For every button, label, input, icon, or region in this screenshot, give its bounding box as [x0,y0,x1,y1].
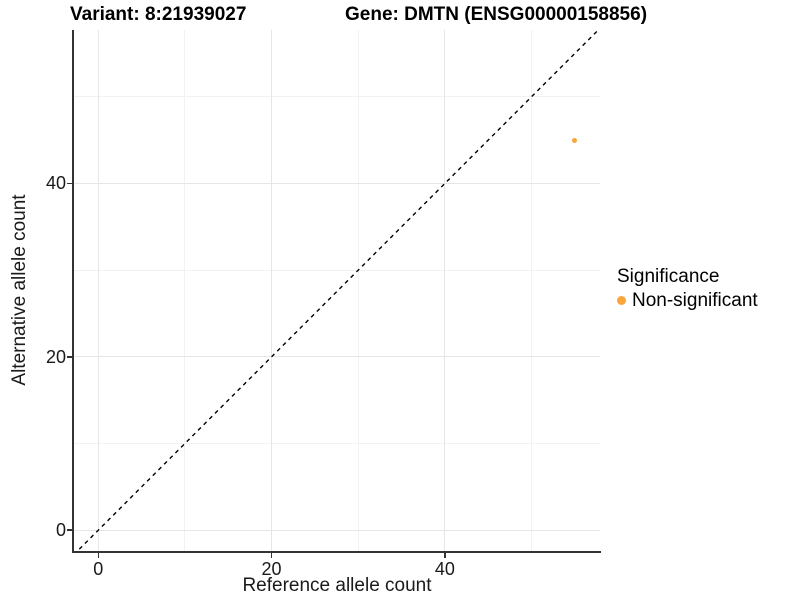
x-axis-tick-label: 0 [93,559,104,579]
gridline-minor-vertical [357,30,359,551]
gridline-minor-vertical [531,30,533,551]
x-axis-tick [97,553,99,558]
legend: Significance Non-significant [617,266,758,311]
data-point [572,137,578,143]
y-axis-line [72,30,74,553]
legend-item-label: Non-significant [632,290,758,311]
x-axis-tick [444,553,446,558]
x-axis-title: Reference allele count [242,575,432,596]
x-axis-tick [270,553,273,558]
x-axis-tick-label: 20 [261,559,282,579]
gridline-major-vertical [271,30,273,551]
gridline-minor-horizontal [74,443,600,444]
gridline-major-vertical [97,30,99,551]
identity-dashed-line [76,30,600,551]
y-axis-tick [67,529,72,531]
legend-title: Significance [617,266,720,287]
variant-title: Variant: 8:21939027 [70,4,247,25]
legend-items: Non-significant [617,290,758,311]
x-axis-tick-label: 40 [434,559,455,579]
gridline-major-horizontal [74,356,600,358]
plot-panel [74,30,600,551]
gridline-major-horizontal [74,182,600,184]
gridline-minor-vertical [184,30,186,551]
y-axis-tick [67,356,72,358]
legend-item: Non-significant [617,290,758,311]
y-axis-tick-label: 40 [45,173,66,194]
gridline-minor-horizontal [74,269,600,271]
gridline-minor-horizontal [74,96,600,98]
y-axis-tick-label: 20 [45,346,66,367]
gridline-major-vertical [444,30,446,551]
y-axis-tick-label: 0 [55,520,66,541]
x-axis-line [72,551,601,553]
legend-key-dot-icon [617,296,626,305]
gene-title: Gene: DMTN (ENSG00000158856) [345,4,648,25]
gridline-major-horizontal [74,529,600,531]
y-axis-tick [67,182,72,185]
